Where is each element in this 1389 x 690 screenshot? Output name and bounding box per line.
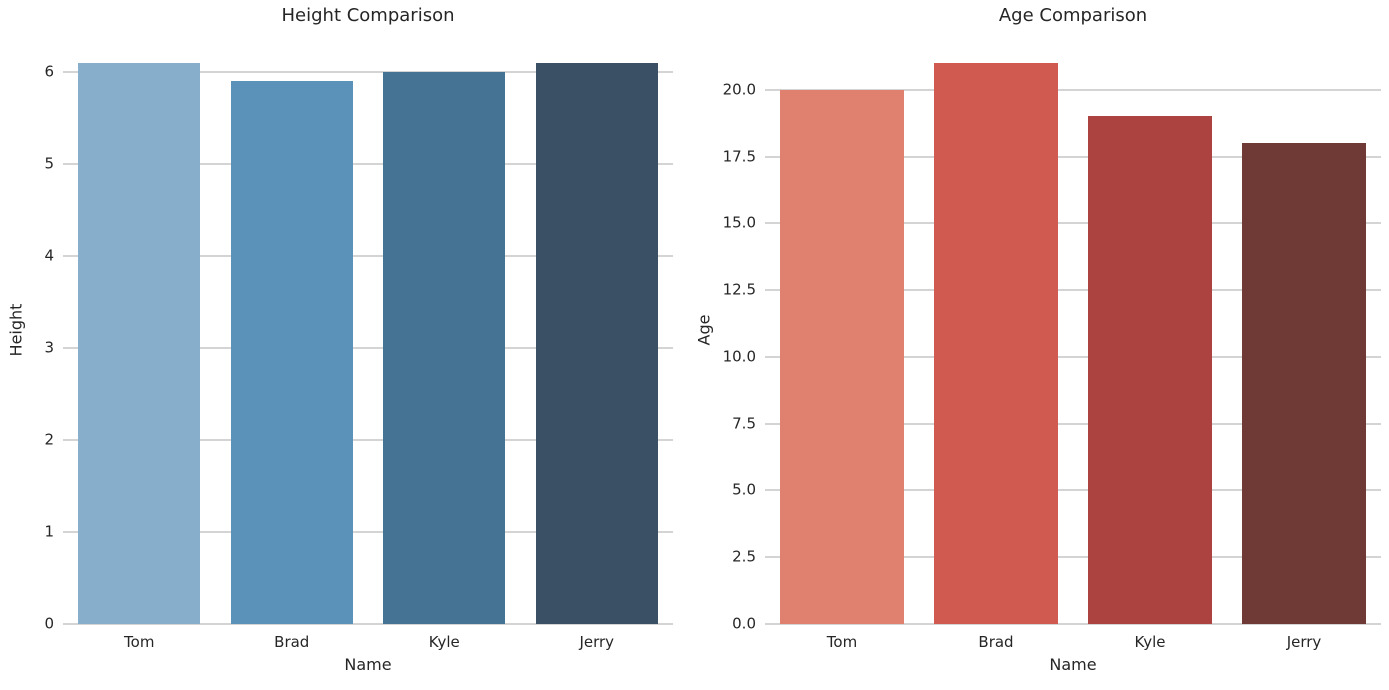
bar-brad	[230, 81, 353, 624]
y-tick-label: 17.5	[722, 147, 756, 166]
chart-title: Height Comparison	[281, 5, 455, 26]
gridline	[765, 155, 1381, 158]
y-tick-label: 1	[44, 522, 54, 541]
gridline	[63, 163, 673, 166]
bar-jerry	[535, 63, 658, 624]
x-tick-label: Brad	[274, 633, 310, 651]
x-tick-label: Kyle	[428, 633, 460, 651]
y-tick-label: 0	[44, 614, 54, 633]
y-tick-label: 20.0	[722, 80, 756, 99]
y-tick-label: 6	[44, 62, 54, 81]
gridline	[63, 623, 673, 625]
bar-kyle	[383, 72, 506, 624]
gridline	[765, 355, 1381, 358]
gridline	[765, 489, 1381, 492]
x-tick-label: Tom	[124, 633, 155, 651]
gridline	[765, 88, 1381, 91]
y-tick-label: 5.0	[732, 480, 756, 499]
gridline	[765, 289, 1381, 292]
x-axis-label: Name	[344, 655, 392, 674]
y-axis-label-container: Height	[6, 35, 26, 624]
bar-tom	[780, 89, 904, 624]
plot-area: 0.0 2.5 5.0 7.5 10.0 12.5 15.0 17.5 20.0 Tom Brad K…	[723, 35, 1381, 650]
gridline	[63, 255, 673, 258]
bar-kyle	[1088, 116, 1212, 624]
y-tick-label: 4	[44, 246, 54, 265]
y-axis-label: Height	[6, 303, 26, 356]
chart-title: Age Comparison	[998, 5, 1148, 26]
gridline	[63, 531, 673, 534]
y-tick-label: 7.5	[732, 414, 756, 433]
x-tick-label: Jerry	[579, 633, 615, 651]
age-comparison-chart: Age Comparison Age 0.0 2.5 5.0 7.5 10.0 12.5 1…	[694, 5, 1381, 673]
y-tick-label: 5	[44, 154, 54, 173]
bar-jerry	[1242, 143, 1366, 624]
y-tick-label: 12.5	[722, 280, 756, 299]
y-axis-label-container: Age	[694, 35, 714, 624]
gridline	[765, 222, 1381, 225]
height-comparison-chart: Height Comparison Height 0 1 2 3 4 5 6 Tom Brad K…	[6, 5, 673, 673]
gridline	[63, 71, 673, 74]
y-tick-label: 3	[44, 338, 54, 357]
y-axis-label: Age	[694, 314, 714, 345]
y-tick-label: 10.0	[722, 347, 756, 366]
x-axis-label: Name	[1049, 655, 1097, 674]
x-tick-label: Jerry	[1286, 633, 1322, 651]
gridline	[765, 422, 1381, 425]
gridline	[63, 347, 673, 350]
y-tick-label: 2.5	[732, 547, 756, 566]
x-tick-label: Tom	[826, 633, 858, 651]
gridline	[765, 556, 1381, 559]
bar-tom	[78, 63, 201, 624]
y-tick-label: 15.0	[722, 213, 756, 232]
bar-brad	[934, 63, 1058, 624]
y-tick-label: 0.0	[732, 614, 756, 633]
plot-area: 0 1 2 3 4 5 6 Tom Brad Kyle Jerry	[44, 35, 673, 650]
x-tick-label: Brad	[978, 633, 1014, 651]
x-tick-label: Kyle	[1134, 633, 1166, 651]
gridline	[63, 439, 673, 442]
gridline	[765, 623, 1381, 625]
y-tick-label: 2	[44, 430, 54, 449]
